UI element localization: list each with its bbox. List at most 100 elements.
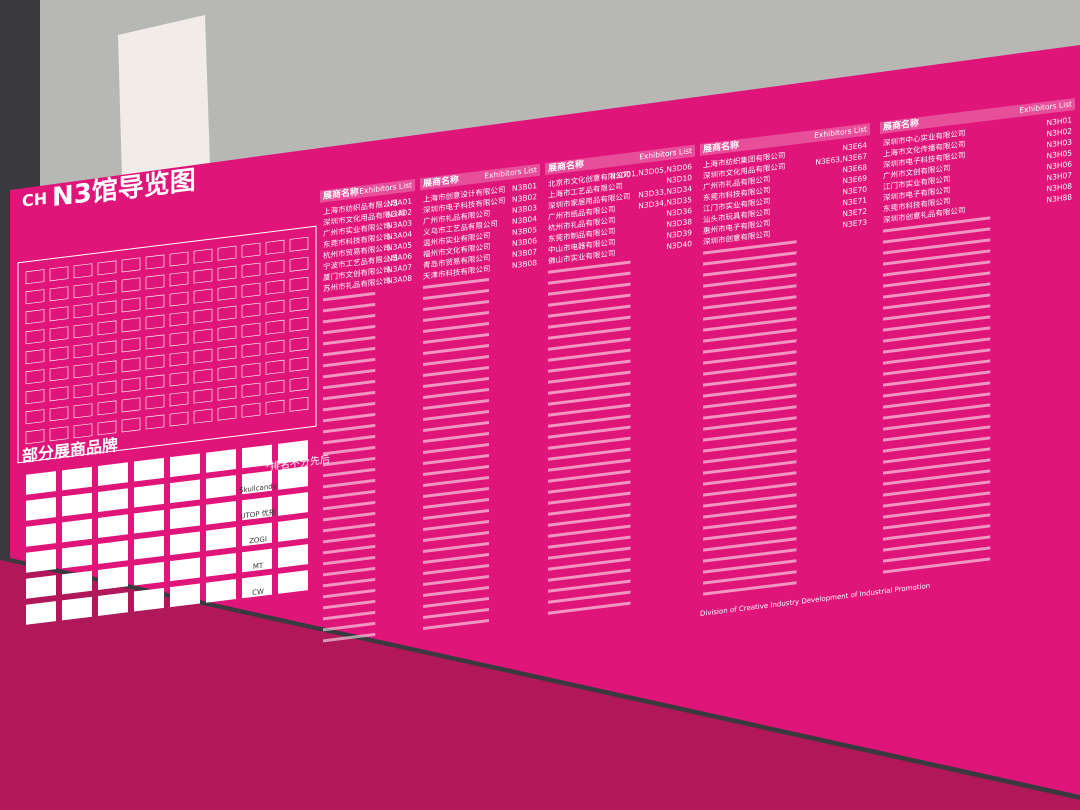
brand-tile xyxy=(278,492,308,516)
list-line xyxy=(548,425,631,439)
brand-tile xyxy=(206,527,236,551)
brand-name: ZOGI xyxy=(249,534,267,545)
list-line xyxy=(423,486,489,499)
list-line xyxy=(703,427,797,442)
list-header-bar xyxy=(320,179,415,203)
booth-block xyxy=(241,282,261,298)
booth-number: N3A08 xyxy=(387,273,412,285)
booth-block xyxy=(73,323,93,339)
booth-block xyxy=(49,306,69,322)
booth-block xyxy=(73,423,93,439)
booth-block xyxy=(73,363,93,379)
list-line xyxy=(703,361,797,376)
list-header-bar xyxy=(545,144,695,176)
list-line xyxy=(883,282,991,299)
brand-tile xyxy=(170,583,200,608)
booth-block xyxy=(25,309,45,325)
brand-tile xyxy=(278,544,308,568)
booth-number: N3H01 xyxy=(1046,115,1072,127)
booth-number: N3A03 xyxy=(387,218,412,230)
booth-block xyxy=(169,391,189,407)
booth-number: N3A01 xyxy=(387,196,412,208)
list-line xyxy=(703,537,797,552)
list-line xyxy=(548,491,631,505)
booth-block xyxy=(169,371,189,387)
booth-block xyxy=(121,417,141,433)
list-line xyxy=(323,445,376,456)
brand-tile xyxy=(62,466,92,491)
list-line xyxy=(323,335,376,346)
booth-block xyxy=(169,411,189,427)
booth-block xyxy=(145,274,165,290)
brand-tile xyxy=(26,601,56,625)
booth-block xyxy=(169,311,189,327)
list-line xyxy=(548,568,631,582)
list-line xyxy=(323,632,376,643)
list-line xyxy=(548,590,631,604)
list-line xyxy=(703,295,797,310)
booth-block xyxy=(25,409,45,425)
booth-block xyxy=(193,268,213,284)
booth-number: N3D10 xyxy=(666,173,692,185)
booth-number: N3A04 xyxy=(387,229,412,241)
brand-name: MT xyxy=(253,561,264,571)
booth-block xyxy=(193,388,213,404)
logo: CH xyxy=(22,189,47,211)
brand-tile xyxy=(170,505,200,530)
list-line xyxy=(423,332,489,345)
list-line xyxy=(548,502,631,516)
booth-block xyxy=(265,359,285,375)
list-line xyxy=(883,392,991,409)
booth-block xyxy=(169,271,189,287)
booth-number: N3H05 xyxy=(1046,148,1072,160)
list-line xyxy=(423,519,489,532)
booth-number: N3B03 xyxy=(512,203,537,215)
brand-tile xyxy=(278,518,308,542)
booth-block xyxy=(265,379,285,395)
list-line xyxy=(423,596,489,609)
list-line xyxy=(703,438,797,453)
booth-block xyxy=(73,283,93,299)
list-line xyxy=(883,491,991,508)
booth-block xyxy=(97,360,117,376)
list-line xyxy=(883,315,991,332)
booth-number: N3E72 xyxy=(842,207,867,219)
list-line xyxy=(703,339,797,354)
list-line xyxy=(703,262,797,277)
booth-block xyxy=(217,365,237,381)
booth-block xyxy=(241,302,261,318)
brand-tile xyxy=(98,566,128,590)
floor-plan xyxy=(17,225,317,464)
booth-block xyxy=(169,331,189,347)
list-line xyxy=(883,524,991,541)
booth-number: N3E70 xyxy=(842,185,867,197)
booth-number: N3H03 xyxy=(1046,137,1072,149)
brand-tile xyxy=(206,449,236,473)
booth-block xyxy=(265,299,285,315)
list-line xyxy=(703,570,797,585)
booth-block xyxy=(121,397,141,413)
board-content: CH N3馆导览图 部分展商品牌 *排名不分先后 SkullcandyUTOP … xyxy=(17,98,1075,643)
list-line xyxy=(323,379,376,390)
booth-number: N3E71 xyxy=(842,196,867,208)
list-header-bar xyxy=(700,123,870,157)
list-line xyxy=(323,357,376,368)
booth-number: N3H06 xyxy=(1046,159,1072,171)
brand-tile xyxy=(170,453,200,478)
list-line xyxy=(548,414,631,428)
booth-number: N3D36 xyxy=(666,206,692,218)
list-line xyxy=(883,359,991,376)
list-line xyxy=(883,381,991,398)
list-line xyxy=(323,544,376,555)
list-line xyxy=(703,493,797,508)
booth-block xyxy=(193,328,213,344)
booth-number: N3A05 xyxy=(387,240,412,252)
list-line xyxy=(703,306,797,321)
booth-block xyxy=(97,380,117,396)
booth-block xyxy=(49,366,69,382)
list-line xyxy=(703,394,797,409)
list-line xyxy=(883,227,991,244)
booth-block xyxy=(217,285,237,301)
list-line xyxy=(548,436,631,450)
